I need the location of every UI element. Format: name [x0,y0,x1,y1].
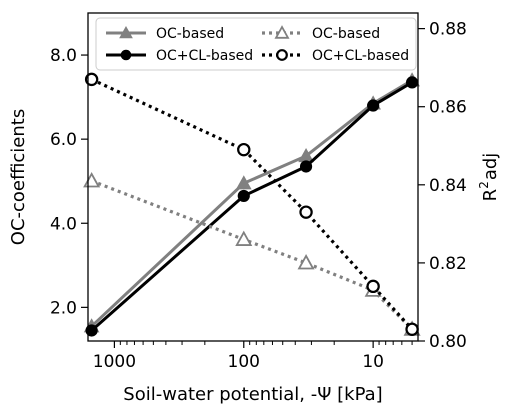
right-y-axis-title-sup: 2 [477,181,491,189]
legend-marker [274,25,290,39]
left-y-axis-title: OC-coefficients [8,109,29,245]
plot-area [83,72,421,337]
legend-box [95,17,417,71]
left-y-tick-label: 8.0 [50,46,77,66]
series-2 [85,76,419,337]
right-y-tick-label: 0.86 [429,98,467,118]
data-point [235,230,253,246]
right-y-axis-title-sub: adj [480,153,501,180]
x-axis-title: Soil-water potential, -Ψ [kPa] [123,384,382,405]
right-y-axis-title-base: R [480,189,501,202]
legend-marker [120,49,132,61]
legend: OC-based OC+CL-based OC-based OC+CL-based [95,17,417,71]
plot-frame [87,12,419,342]
right-y-tick-label: 0.88 [429,20,467,40]
legend-entry-2: OC+CL-based [106,48,253,64]
legend-label: OC-based [156,26,224,42]
x-tick-label: 1000 [93,352,136,372]
data-point [405,322,419,336]
series-line [90,77,414,331]
series-line [91,179,414,331]
data-point [83,172,101,188]
data-point [405,76,419,89]
data-point [237,142,251,157]
legend-label: OC+CL-based [156,48,253,64]
legend-marker [276,49,288,61]
data-point [85,324,98,337]
legend-entry-3: OC-based [262,25,380,42]
right-y-tick-label: 0.82 [429,254,467,274]
legend-entry-4: OC+CL-based [262,48,409,64]
x-tick-label: 10 [362,352,384,372]
x-tick-label: 100 [228,352,260,372]
data-point [84,72,99,87]
data-point [299,160,313,173]
series-4 [84,72,419,336]
left-y-tick-label: 2.0 [50,298,77,318]
data-point [237,189,250,203]
left-y-tick-label: 6.0 [50,130,77,150]
data-point [367,99,380,112]
right-y-tick-label: 0.80 [429,332,467,352]
legend-label: OC-based [312,26,380,42]
series-3 [83,172,421,336]
series-line [90,81,413,332]
data-point [299,205,313,219]
axes: 1000 100 10 2.0 4.0 6.0 8.0 0.80 0.82 0.84 0.86 0.8… [50,20,467,372]
data-point [235,175,252,190]
data-point [297,254,315,270]
legend-marker [119,25,133,39]
right-y-axis-title: R2adj [477,153,501,202]
data-point [366,279,380,294]
left-y-tick-label: 4.0 [50,214,77,234]
legend-entry-1: OC-based [106,25,224,42]
svg-text:R2adj: R2adj [477,153,501,202]
right-y-tick-label: 0.84 [429,176,467,196]
legend-label: OC+CL-based [312,48,409,64]
